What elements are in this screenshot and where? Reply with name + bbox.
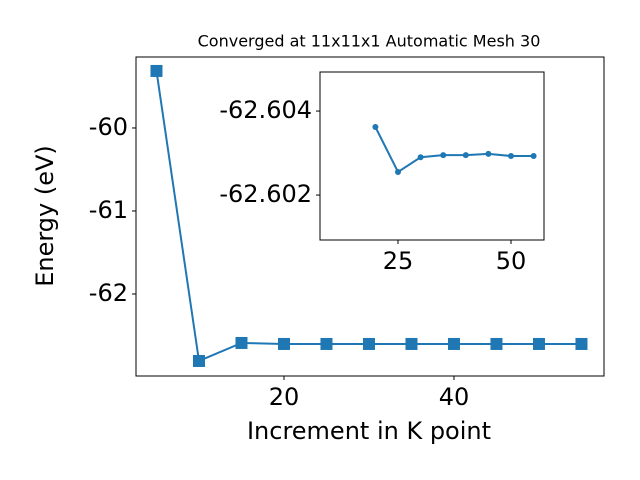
axes-frame [319, 71, 545, 241]
y-tick-label: -62.604 [219, 96, 312, 124]
x-axis-label: Increment in K point [247, 417, 491, 445]
data-marker [235, 336, 248, 349]
data-marker [575, 337, 588, 350]
data-marker [192, 354, 205, 367]
x-tick-label: 25 [383, 247, 414, 275]
data-marker [490, 337, 503, 350]
data-marker [485, 150, 492, 157]
data-marker [150, 64, 163, 77]
axes-frame [135, 56, 605, 377]
plot-area [372, 124, 537, 175]
data-marker [530, 153, 537, 159]
x-tick-label: 40 [439, 383, 470, 411]
chart-title: Converged at 11x11x1 Automatic Mesh 30 [198, 32, 541, 51]
y-tick-label: -62 [89, 279, 128, 307]
x-tick-label: 20 [269, 383, 300, 411]
plot-area [150, 64, 588, 367]
data-line [374, 126, 534, 174]
data-marker [462, 152, 469, 159]
data-marker [277, 337, 290, 350]
data-marker [405, 337, 418, 350]
y-tick-label: -62.602 [219, 180, 312, 208]
x-tick-label: 50 [496, 247, 527, 275]
y-axis-label: Energy (eV) [31, 145, 59, 287]
data-marker [447, 337, 460, 350]
y-tick-label: -61 [89, 196, 128, 224]
data-marker [508, 153, 515, 159]
data-marker [362, 337, 375, 350]
data-marker [532, 337, 545, 350]
y-tick-label: -60 [89, 113, 128, 141]
data-marker [372, 124, 379, 131]
data-marker [320, 337, 333, 350]
data-marker [417, 154, 424, 161]
data-marker [395, 168, 402, 175]
data-marker [440, 152, 447, 159]
